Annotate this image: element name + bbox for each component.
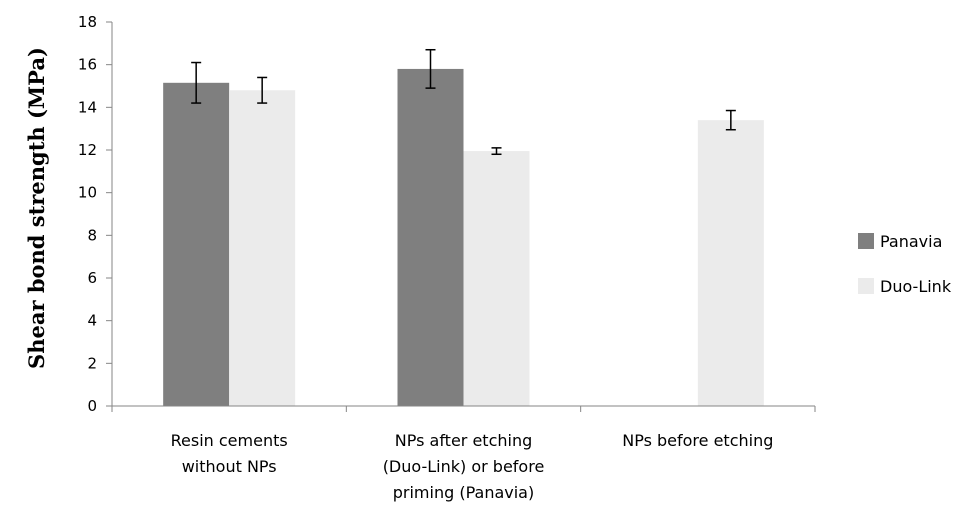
legend: Panavia Duo-Link bbox=[858, 232, 952, 296]
y-tick-label: 0 bbox=[87, 397, 97, 415]
category-label: without NPs bbox=[182, 457, 277, 476]
legend-label-panavia: Panavia bbox=[880, 232, 942, 251]
category-labels: Resin cements without NPs NPs after etchin… bbox=[171, 431, 774, 502]
legend-swatch-duo-link bbox=[858, 278, 874, 294]
bar-panavia-1 bbox=[397, 68, 464, 406]
y-tick-label: 4 bbox=[87, 312, 97, 330]
category-label: Resin cements bbox=[171, 431, 288, 450]
category-label: NPs after etching bbox=[395, 431, 533, 450]
y-tick-label: 12 bbox=[78, 141, 97, 159]
error-bars bbox=[191, 48, 736, 156]
bar-duo-link-0 bbox=[229, 90, 296, 407]
bar-panavia-0 bbox=[163, 82, 230, 407]
legend-swatch-panavia bbox=[858, 233, 874, 249]
y-tick-label: 6 bbox=[87, 269, 97, 287]
y-tick-label: 8 bbox=[87, 226, 97, 244]
y-tick-label: 16 bbox=[78, 56, 97, 74]
bar-duo-link-2 bbox=[697, 120, 764, 406]
category-label: NPs before etching bbox=[622, 431, 773, 450]
x-axis bbox=[111, 405, 816, 412]
y-axis-ticks: 0 2 4 6 8 10 12 14 16 18 bbox=[78, 13, 113, 415]
category-label: (Duo-Link) or before bbox=[383, 457, 545, 476]
y-tick-label: 10 bbox=[78, 184, 97, 202]
y-tick-label: 2 bbox=[87, 354, 97, 372]
y-tick-label: 18 bbox=[78, 13, 97, 31]
y-tick-label: 14 bbox=[78, 98, 97, 116]
bar-duo-link-1 bbox=[463, 151, 530, 406]
bars bbox=[163, 68, 764, 407]
legend-label-duo-link: Duo-Link bbox=[880, 277, 952, 296]
category-label: priming (Panavia) bbox=[393, 483, 534, 502]
y-axis-label: Shear bond strength (MPa) bbox=[24, 47, 49, 369]
